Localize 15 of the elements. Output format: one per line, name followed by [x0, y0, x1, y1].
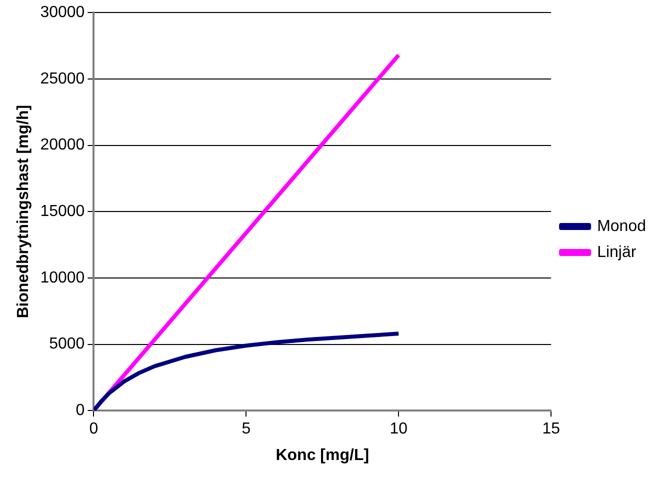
x-tick-label: 10: [390, 420, 408, 438]
y-tick-label: 20000: [40, 136, 85, 154]
legend-label: Linjär: [597, 244, 637, 261]
y-tick-label: 25000: [40, 70, 85, 88]
x-tick-label: 0: [89, 420, 98, 438]
x-tick-label: 5: [242, 420, 251, 438]
legend-label: Monod: [597, 218, 646, 235]
y-axis-title: Bionedbrytningshast [mg/h]: [15, 104, 32, 318]
y-tick-label: 30000: [40, 4, 85, 22]
y-tick-label: 10000: [40, 269, 85, 286]
y-tick-label: 5000: [49, 336, 85, 353]
y-tick-label: 0: [76, 402, 85, 420]
x-tick-label: 15: [542, 420, 560, 438]
y-tick-label: 15000: [40, 203, 85, 220]
x-axis-title: Konc [mg/L]: [276, 446, 370, 464]
